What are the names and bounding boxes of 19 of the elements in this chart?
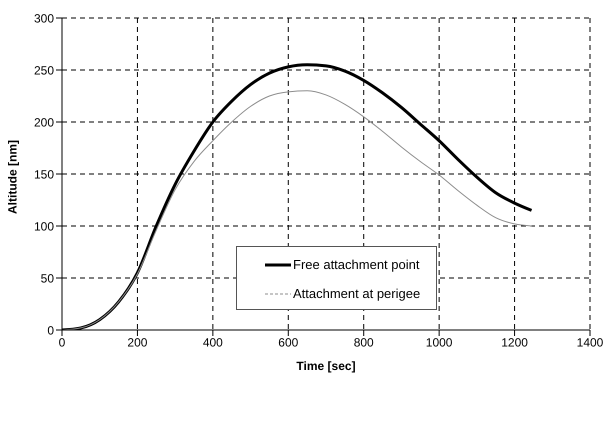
y-tick-label: 50 <box>40 271 54 286</box>
x-tick-label: 600 <box>278 336 299 350</box>
x-tick-label: 400 <box>202 336 224 350</box>
y-tick-label: 0 <box>47 323 54 338</box>
y-tick-label: 200 <box>34 115 54 130</box>
y-tick-label: 250 <box>34 63 54 78</box>
y-axis-title: Altitude [nm] <box>5 140 20 214</box>
x-tick-label: 200 <box>127 336 148 350</box>
x-tick-label: 1200 <box>501 336 528 350</box>
legend-label: Attachment at perigee <box>293 286 420 301</box>
legend-label: Free attachment point <box>293 257 420 272</box>
x-tick-label: 800 <box>354 336 374 350</box>
x-tick-label: 0 <box>58 336 66 350</box>
x-axis-title: Time [sec] <box>296 359 356 373</box>
x-tick-label: 1000 <box>426 336 453 350</box>
y-tick-label: 150 <box>34 167 54 182</box>
y-tick-label: 100 <box>34 219 54 234</box>
y-tick-label: 300 <box>34 11 54 26</box>
x-tick-label: 1400 <box>576 336 604 350</box>
